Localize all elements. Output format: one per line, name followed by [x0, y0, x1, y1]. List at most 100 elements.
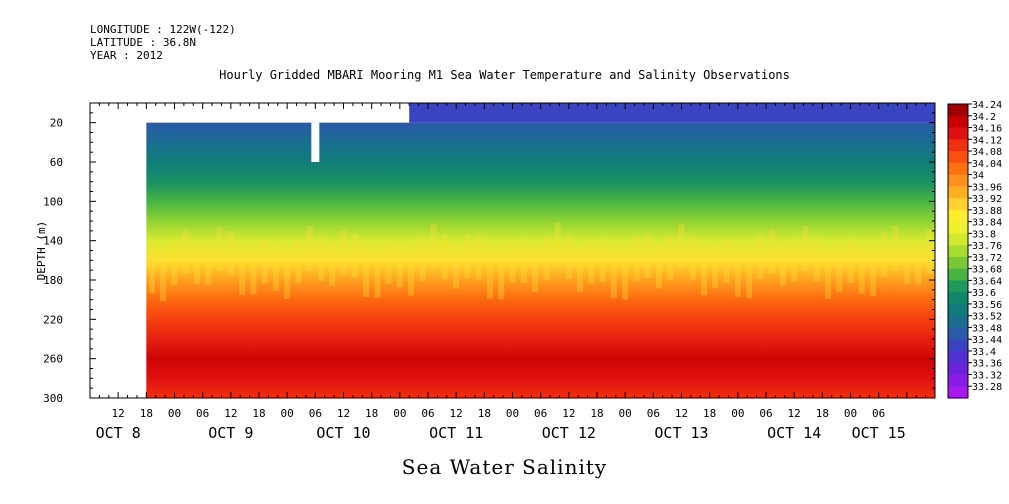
data-gap [311, 122, 320, 162]
halocline-streak [802, 225, 809, 271]
colorbar-label: 33.28 [972, 382, 1002, 393]
x-tick-label: 12 [788, 407, 801, 420]
halocline-streak [486, 254, 493, 299]
colorbar-label: 34 [972, 171, 984, 182]
halocline-streak [926, 229, 933, 274]
halocline-streak [824, 254, 831, 299]
halocline-streak [194, 239, 201, 284]
colorbar-swatch [948, 339, 968, 352]
halocline-streak [543, 236, 550, 281]
y-tick-label: 220 [43, 313, 63, 326]
halocline-streak [892, 226, 899, 271]
x-tick-label: 00 [393, 407, 406, 420]
halocline-streak [182, 229, 189, 274]
y-tick-label: 300 [43, 392, 63, 405]
halocline-streak [363, 252, 370, 298]
x-tick-label: 12 [112, 407, 125, 420]
x-tick-label: 18 [478, 407, 491, 420]
x-tick-label: 06 [196, 407, 209, 420]
x-tick-label: 00 [731, 407, 744, 420]
halocline-streak [408, 251, 415, 296]
halocline-streak [554, 222, 561, 267]
colorbar-label: 33.92 [972, 194, 1002, 205]
y-tick-label: 260 [43, 353, 63, 366]
x-tick-label: 12 [562, 407, 575, 420]
x-tick-label: 00 [281, 407, 294, 420]
colorbar-label: 33.6 [972, 288, 996, 299]
x-tick-label: 00 [619, 407, 632, 420]
halocline-streak [734, 252, 741, 297]
colorbar-label: 33.68 [972, 265, 1002, 276]
colorbar-label: 34.24 [972, 100, 1002, 111]
colorbar-label: 33.8 [972, 229, 996, 240]
y-axis: 20 60 100 140 180 220 260 300 DEPTH (m) [35, 102, 935, 405]
x-tick-label: 06 [309, 407, 322, 420]
x-tick-label: 18 [365, 407, 378, 420]
halocline-streak [599, 237, 606, 282]
halocline-streak [329, 241, 336, 287]
halocline-streak [284, 254, 291, 299]
colorbar-label: 33.76 [972, 241, 1002, 252]
halocline-streak [250, 250, 257, 295]
halocline-streak [655, 244, 662, 289]
halocline-streak [498, 255, 505, 300]
y-axis-label: DEPTH (m) [35, 221, 48, 281]
halocline-streak [678, 223, 685, 268]
colorbar-swatch [948, 174, 968, 187]
salinity-field [146, 122, 936, 399]
latitude-label: LATITUDE : 36.8N [90, 36, 196, 49]
colorbar-swatch [948, 362, 968, 375]
colorbar-swatch [948, 127, 968, 140]
colorbar-swatch [948, 303, 968, 317]
year-label: YEAR : 2012 [90, 49, 163, 62]
halocline-streak [419, 237, 426, 282]
colorbar-label: 34.16 [972, 124, 1002, 135]
y-tick-label: 180 [43, 274, 63, 287]
colorbar-swatch [948, 327, 968, 340]
x-tick-label: 00 [506, 407, 519, 420]
colorbar-swatch [948, 209, 968, 223]
halocline-streak [577, 247, 584, 292]
y-tick-label: 60 [50, 156, 63, 169]
halocline-streak [881, 232, 888, 277]
colorbar-label: 33.36 [972, 359, 1002, 370]
halocline-streak [239, 250, 246, 295]
x-tick-label: 12 [224, 407, 237, 420]
halocline-streak [644, 233, 651, 279]
halocline-streak [847, 238, 854, 283]
colorbar-swatch [948, 233, 968, 246]
halocline-streak [295, 238, 302, 284]
halocline-streak [148, 248, 155, 293]
halocline-streak [791, 237, 798, 282]
colorbar-swatch [948, 280, 968, 293]
x-day-label: OCT 13 [654, 424, 708, 442]
halocline-streak [701, 251, 708, 296]
colorbar-label: 33.72 [972, 253, 1002, 264]
halocline-streak [858, 249, 865, 294]
x-day-label: OCT 12 [542, 424, 596, 442]
colorbar-swatch [948, 151, 968, 164]
colorbar-swatch [948, 350, 968, 364]
colorbar-label: 33.84 [972, 218, 1002, 229]
halocline-streak [588, 239, 595, 284]
x-day-label: OCT 8 [96, 424, 141, 442]
colorbar-label: 33.48 [972, 323, 1002, 334]
halocline-streak [261, 238, 268, 284]
x-day-label: OCT 11 [429, 424, 483, 442]
colorbar-frame [947, 103, 969, 399]
colorbar-label: 34.04 [972, 159, 1002, 170]
x-tick-label: 00 [168, 407, 181, 420]
colorbar-label: 33.64 [972, 276, 1002, 287]
x-day-label: OCT 10 [316, 424, 370, 442]
variable-title: Sea Water Salinity [401, 455, 608, 479]
halocline-streak [306, 225, 313, 271]
halocline-streak [689, 235, 696, 280]
halocline-streak [509, 238, 516, 283]
colorbar-swatch [948, 292, 968, 305]
halocline-streak [272, 246, 279, 291]
y-tick-label: 140 [43, 235, 63, 248]
colorbar-swatch [948, 268, 968, 281]
halocline-streak [768, 229, 775, 274]
halocline-streak [532, 247, 539, 292]
colorbar-label: 33.96 [972, 182, 1002, 193]
